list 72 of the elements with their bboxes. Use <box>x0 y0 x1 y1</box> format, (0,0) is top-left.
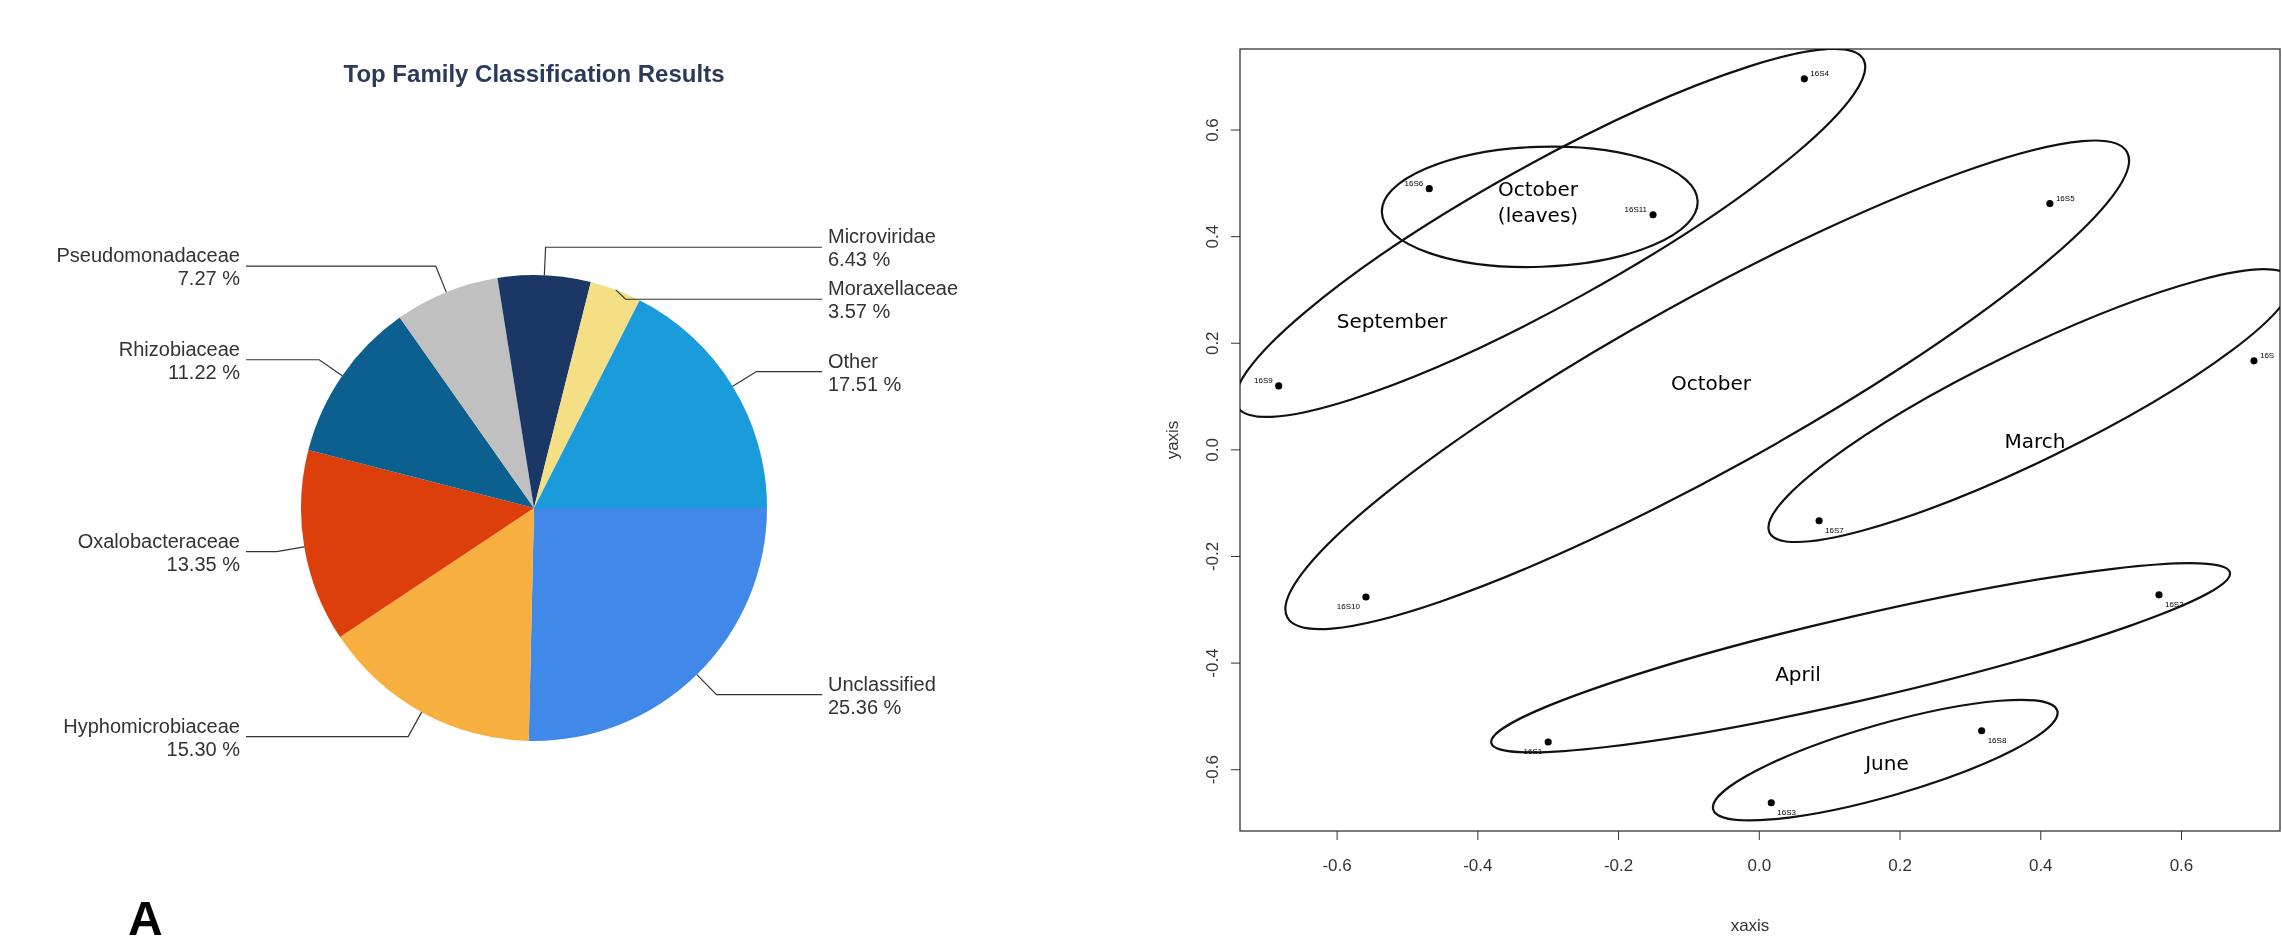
data-label: 3.57 % <box>828 300 891 323</box>
annotation: 16S8 <box>1987 735 2007 745</box>
point <box>1544 738 1552 746</box>
annotation: March <box>2004 429 2066 453</box>
point <box>2250 357 2258 365</box>
annotation: 16S <box>2259 350 2275 360</box>
annotation: 16S11 <box>1624 204 1648 214</box>
point <box>2046 200 2054 208</box>
slice-label: Rhizobiaceae <box>118 337 240 360</box>
pie-slice <box>534 300 767 508</box>
slice-label: Hyphomicrobiaceae <box>63 714 240 737</box>
annotation: 16S9 <box>1254 375 1274 385</box>
annotation: October (leaves) <box>1497 177 1579 227</box>
y-tick-label: -0.4 <box>1203 648 1222 678</box>
y-tick-label: -0.2 <box>1203 541 1222 572</box>
slice-label: Microviridae <box>828 225 936 248</box>
annotation: 16S1 <box>1523 746 1543 756</box>
pie-slice <box>301 449 534 638</box>
text: A <box>128 892 163 945</box>
data-label: 6.43 % <box>828 248 891 271</box>
y-axis-title: yaxis <box>1163 420 1182 460</box>
y-tick-label: -0.6 <box>1203 755 1222 785</box>
chart-title: Top Family Classification Results <box>343 60 725 87</box>
point <box>1649 211 1657 219</box>
x-tick-label: 0.0 <box>1747 856 1772 875</box>
point <box>1767 799 1775 807</box>
slice-label: Oxalobacteraceae <box>77 529 240 552</box>
annotation: April <box>1775 662 1821 686</box>
data-label: 17.51 % <box>828 372 902 395</box>
x-tick-label: -0.2 <box>1603 856 1634 875</box>
point <box>1978 727 1986 735</box>
y-tick-label: 0.2 <box>1203 331 1222 356</box>
data-label: 7.27 % <box>177 267 241 290</box>
data-label: 13.35 % <box>166 552 241 575</box>
x-tick-label: -0.4 <box>1463 856 1493 875</box>
point <box>2155 591 2163 599</box>
slice-label: Other <box>828 349 879 372</box>
point <box>1800 75 1808 83</box>
point <box>1815 517 1823 525</box>
pie-slice <box>528 508 767 741</box>
annotation: 16S5 <box>2055 193 2076 203</box>
y-tick-label: 0.0 <box>1203 438 1222 462</box>
point <box>1362 593 1370 601</box>
slice-label: Unclassified <box>828 672 936 695</box>
x-tick-label: 0.2 <box>1888 856 1912 875</box>
x-tick-label: 0.6 <box>2169 856 2194 875</box>
annotation: 16S3 <box>1777 807 1797 817</box>
y-tick-label: 0.4 <box>1203 224 1222 249</box>
y-tick-label: 0.6 <box>1203 118 1222 142</box>
pie-slice <box>308 317 534 508</box>
x-tick-label: -0.6 <box>1322 856 1352 875</box>
point <box>1275 382 1283 390</box>
annotation: 16S6 <box>1404 178 1424 188</box>
annotation: June <box>1863 751 1909 775</box>
x-axis-title: xaxis <box>1730 916 1770 935</box>
pie-slice <box>340 508 534 741</box>
x-tick-label: 0.4 <box>2028 856 2053 875</box>
pie-slice <box>399 277 534 508</box>
annotation: 16S10 <box>1336 601 1361 611</box>
data-label: 25.36 % <box>828 695 902 718</box>
annotation: 16S4 <box>1810 68 1830 78</box>
pie-slice <box>497 275 591 508</box>
annotation: September <box>1336 309 1449 333</box>
annotation: October <box>1670 371 1752 395</box>
data-label: 11.22 % <box>168 360 241 383</box>
slice-label: Moraxellaceae <box>828 277 959 300</box>
data-label: 15.30 % <box>166 737 241 760</box>
point <box>1425 185 1433 193</box>
slice-label: Pseudomonadaceae <box>56 244 240 267</box>
annotation: 16S7 <box>1825 525 1845 535</box>
annotation: 16S2 <box>2164 599 2185 609</box>
pie-slice <box>534 282 640 508</box>
